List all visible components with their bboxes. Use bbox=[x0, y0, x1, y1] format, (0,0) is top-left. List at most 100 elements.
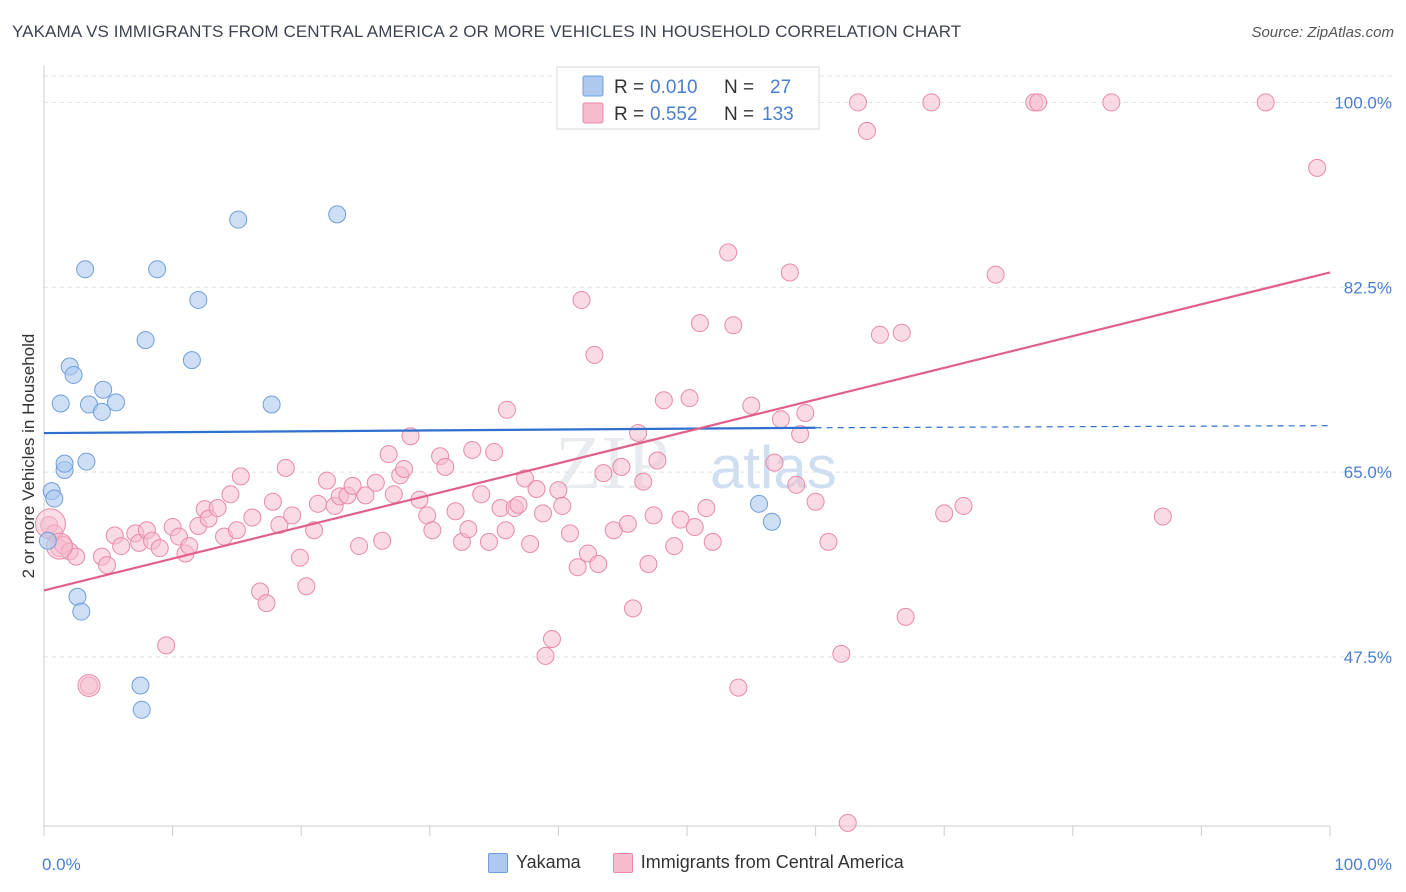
data-point-immigrants bbox=[98, 556, 117, 575]
data-point-yakama bbox=[229, 210, 248, 229]
data-point-immigrants bbox=[1256, 93, 1275, 112]
data-point-immigrants bbox=[221, 485, 240, 504]
legend-swatch-yakama-bottom bbox=[488, 852, 508, 873]
legend-r-value-2: 0.552 bbox=[650, 104, 698, 125]
data-point-immigrants bbox=[77, 674, 101, 698]
data-point-immigrants bbox=[560, 524, 579, 543]
data-point-immigrants bbox=[463, 440, 482, 459]
data-point-immigrants bbox=[654, 391, 673, 410]
zipatlas-watermark: ZIP atlas bbox=[555, 421, 837, 505]
data-point-immigrants bbox=[849, 93, 868, 112]
data-point-yakama bbox=[77, 452, 96, 471]
data-point-immigrants bbox=[317, 471, 336, 490]
data-point-yakama bbox=[55, 454, 74, 473]
data-point-immigrants bbox=[697, 499, 716, 518]
data-point-immigrants bbox=[446, 502, 465, 521]
data-point-immigrants bbox=[935, 504, 954, 523]
x-tick-labels: 0.0% 100.0% bbox=[42, 855, 1392, 874]
legend-swatch-yakama bbox=[582, 75, 604, 97]
data-point-immigrants bbox=[350, 537, 369, 556]
data-point-yakama bbox=[148, 260, 167, 279]
data-point-immigrants bbox=[729, 678, 748, 697]
data-point-immigrants bbox=[791, 425, 810, 444]
data-point-immigrants bbox=[629, 424, 648, 443]
legend-swatch-immigrants bbox=[582, 102, 604, 124]
data-point-immigrants bbox=[954, 496, 973, 515]
data-point-immigrants bbox=[496, 521, 515, 540]
data-point-immigrants bbox=[533, 504, 552, 523]
data-point-immigrants bbox=[648, 451, 667, 470]
data-point-immigrants bbox=[401, 427, 420, 446]
data-point-immigrants bbox=[634, 472, 653, 491]
data-point-immigrants bbox=[568, 558, 587, 577]
legend-n-value-1: 27 bbox=[770, 77, 791, 98]
legend-label-immigrants: Immigrants from Central America bbox=[640, 852, 904, 872]
data-point-immigrants bbox=[896, 607, 915, 626]
data-point-immigrants bbox=[497, 400, 516, 419]
data-point-immigrants bbox=[724, 316, 743, 335]
data-point-immigrants bbox=[585, 345, 604, 364]
legend-item-immigrants[interactable]: Immigrants from Central America bbox=[612, 852, 904, 873]
data-point-immigrants bbox=[366, 473, 385, 492]
data-point-immigrants bbox=[703, 532, 722, 551]
series-immigrants-points bbox=[34, 93, 1327, 832]
y-tick-label: 65.0% bbox=[1344, 463, 1392, 482]
data-point-yakama bbox=[45, 489, 64, 508]
data-point-immigrants bbox=[572, 290, 591, 309]
y-tick-label: 82.5% bbox=[1344, 278, 1392, 297]
data-point-immigrants bbox=[838, 813, 857, 832]
data-point-immigrants bbox=[395, 459, 414, 478]
legend-label-yakama: Yakama bbox=[516, 852, 581, 872]
data-point-immigrants bbox=[644, 506, 663, 525]
data-point-immigrants bbox=[423, 521, 442, 540]
data-point-immigrants bbox=[1308, 158, 1327, 177]
trend-line-yakama bbox=[43, 426, 816, 435]
data-point-immigrants bbox=[986, 265, 1005, 284]
data-point-immigrants bbox=[553, 496, 572, 515]
data-point-yakama bbox=[182, 351, 201, 370]
data-point-immigrants bbox=[780, 263, 799, 282]
data-point-immigrants bbox=[680, 389, 699, 408]
data-point-immigrants bbox=[671, 510, 690, 529]
legend-swatch-immigrants-bottom bbox=[612, 852, 633, 873]
data-point-yakama bbox=[72, 602, 91, 621]
x-tick-label-start: 0.0% bbox=[42, 855, 81, 874]
series-legend: Yakama Immigrants from Central America bbox=[488, 852, 926, 873]
data-point-immigrants bbox=[384, 485, 403, 504]
data-point-immigrants bbox=[373, 531, 392, 550]
data-point-immigrants bbox=[515, 469, 534, 488]
data-point-immigrants bbox=[589, 555, 608, 574]
data-point-yakama bbox=[76, 260, 95, 279]
data-point-yakama bbox=[131, 676, 150, 695]
data-point-immigrants bbox=[870, 325, 889, 344]
data-point-immigrants bbox=[787, 475, 806, 494]
data-point-immigrants bbox=[1153, 507, 1172, 526]
legend-item-yakama[interactable]: Yakama bbox=[488, 852, 581, 873]
data-point-immigrants bbox=[536, 646, 555, 665]
data-point-immigrants bbox=[208, 499, 227, 518]
data-point-immigrants bbox=[472, 485, 491, 504]
legend-n-value-2: 133 bbox=[762, 104, 794, 125]
data-point-immigrants bbox=[542, 630, 561, 649]
data-point-immigrants bbox=[290, 548, 309, 567]
data-point-immigrants bbox=[765, 453, 784, 472]
data-point-immigrants bbox=[618, 514, 637, 533]
data-point-yakama bbox=[136, 331, 155, 350]
trend-lines bbox=[43, 271, 1331, 592]
data-point-immigrants bbox=[1102, 93, 1121, 112]
axes bbox=[43, 66, 1331, 836]
data-point-immigrants bbox=[806, 492, 825, 511]
data-point-immigrants bbox=[742, 396, 761, 415]
legend-n-label-1: N = bbox=[724, 77, 754, 98]
data-point-immigrants bbox=[227, 521, 246, 540]
source-credit: Source: ZipAtlas.com bbox=[1251, 24, 1394, 41]
data-point-immigrants bbox=[356, 486, 375, 505]
data-point-yakama bbox=[750, 494, 769, 513]
data-point-yakama bbox=[762, 512, 781, 531]
data-point-immigrants bbox=[719, 243, 738, 262]
trend-line-yakama-extrapolated bbox=[815, 425, 1331, 429]
data-point-immigrants bbox=[436, 457, 455, 476]
data-point-immigrants bbox=[665, 537, 684, 556]
data-point-immigrants bbox=[257, 594, 276, 613]
data-point-immigrants bbox=[157, 636, 176, 655]
